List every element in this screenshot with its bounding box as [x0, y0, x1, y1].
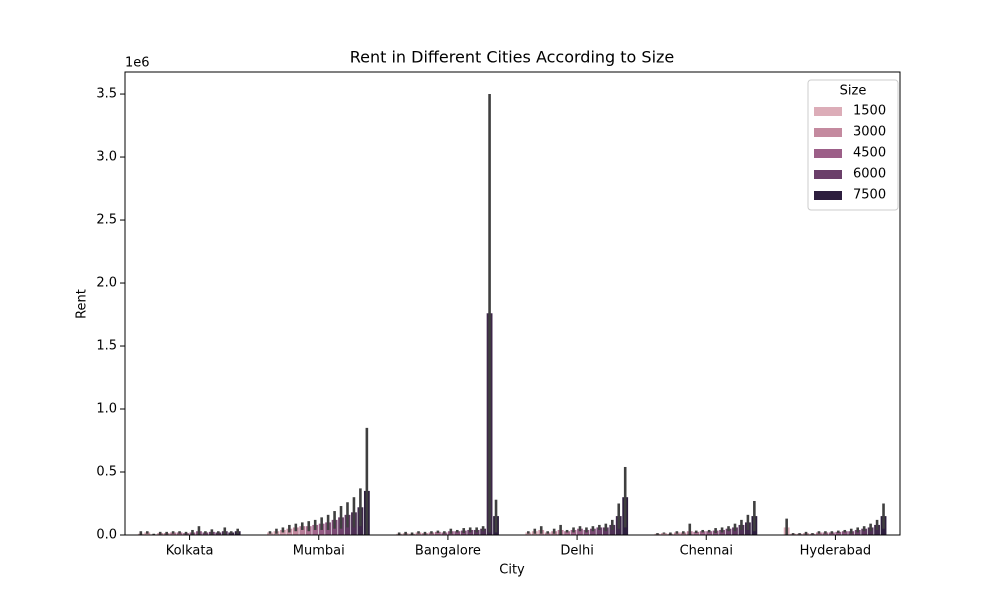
x-tick-label: Mumbai [293, 544, 345, 559]
y-tick-label: 2.0 [96, 276, 117, 291]
y-tick-label: 0.5 [96, 465, 117, 480]
y-tick-label: 1.0 [96, 402, 117, 417]
bar [693, 531, 700, 535]
bar [435, 531, 441, 535]
bar [596, 527, 603, 535]
y-tick-label: 1.5 [96, 339, 117, 354]
bar [577, 528, 583, 535]
y-axis-label: Rent [75, 289, 90, 319]
legend-swatch [814, 149, 842, 158]
bar [706, 531, 713, 535]
plot-frame [124, 71, 901, 536]
legend-title: Size [840, 84, 867, 99]
y-tick-label: 3.5 [96, 87, 117, 102]
bar [590, 528, 596, 535]
x-tick-label: Chennai [680, 544, 733, 559]
chart-title: Rent in Different Cities According to Si… [350, 48, 675, 67]
x-tick-label: Hyderabad [800, 544, 872, 559]
legend-swatch [814, 191, 842, 200]
x-tick-label: Bangalore [415, 544, 481, 559]
x-axis-label: City [499, 563, 525, 578]
bar [861, 528, 868, 535]
bar [661, 533, 667, 535]
legend-label: 7500 [853, 188, 886, 203]
x-tick-label: Delhi [560, 544, 593, 559]
bar [835, 531, 842, 535]
legend-label: 4500 [853, 146, 886, 161]
y-tick-label: 3.0 [96, 150, 117, 165]
bar [841, 531, 848, 535]
bar [454, 531, 461, 535]
y-offset-label: 1e6 [125, 56, 150, 71]
y-tick-label: 2.5 [96, 213, 117, 228]
legend-swatch [814, 170, 842, 179]
bar [299, 526, 306, 535]
bar [480, 528, 487, 535]
bar [564, 531, 570, 535]
bar [699, 531, 706, 535]
x-tick-label: Kolkata [166, 544, 214, 559]
bar [725, 528, 732, 535]
legend-swatch [814, 128, 842, 137]
legend-label: 6000 [853, 167, 886, 182]
legend-label: 3000 [853, 125, 886, 140]
legend-label: 1500 [853, 104, 886, 119]
y-tick-label: 0.0 [96, 528, 117, 543]
legend-swatch [814, 107, 842, 116]
